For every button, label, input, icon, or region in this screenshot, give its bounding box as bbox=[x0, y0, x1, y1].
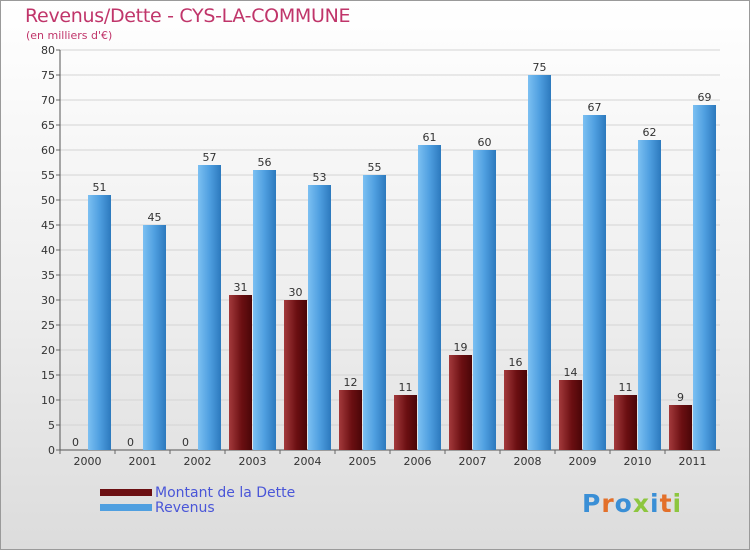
data-labels: 0 51 0 45 0 57 31 56 30 53 12 55 11 61 19 60 16 75 14 67 11 6… bbox=[72, 61, 712, 449]
x-tick-label: 2000 bbox=[74, 455, 102, 468]
x-tick-label: 2003 bbox=[239, 455, 267, 468]
x-tick-label: 2009 bbox=[569, 455, 597, 468]
x-tick-label: 2011 bbox=[679, 455, 707, 468]
y-tick-label: 20 bbox=[41, 344, 55, 357]
x-tick-label: 2007 bbox=[459, 455, 487, 468]
data-label-dette-2011: 9 bbox=[677, 391, 684, 404]
data-label-dette-2000: 0 bbox=[72, 436, 79, 449]
logo-letter: o bbox=[614, 489, 633, 518]
data-label-revenus-2003: 56 bbox=[258, 156, 272, 169]
data-label-dette-2004: 30 bbox=[289, 286, 303, 299]
bar-revenus-2010 bbox=[638, 140, 661, 450]
data-label-revenus-2006: 61 bbox=[423, 131, 437, 144]
x-tick-label: 2006 bbox=[404, 455, 432, 468]
y-tick-label: 55 bbox=[41, 169, 55, 182]
bar-revenus-2011 bbox=[693, 105, 716, 450]
y-tick-label: 40 bbox=[41, 244, 55, 257]
bar-dette-2011 bbox=[669, 405, 692, 450]
bar-dette-2009 bbox=[559, 380, 582, 450]
bar-dette-2006 bbox=[394, 395, 417, 450]
bars bbox=[88, 75, 716, 450]
y-tick-label: 70 bbox=[41, 94, 55, 107]
y-tick-label: 45 bbox=[41, 219, 55, 232]
x-tick-label: 2008 bbox=[514, 455, 542, 468]
data-label-dette-2002: 0 bbox=[182, 436, 189, 449]
y-tick-label: 75 bbox=[41, 69, 55, 82]
logo-letter: P bbox=[582, 489, 602, 518]
data-label-revenus-2005: 55 bbox=[368, 161, 382, 174]
logo-letter: x bbox=[632, 489, 650, 518]
legend-swatch-debt bbox=[100, 489, 152, 496]
y-tick-label: 35 bbox=[41, 269, 55, 282]
x-tick-label: 2002 bbox=[184, 455, 212, 468]
bar-revenus-2001 bbox=[143, 225, 166, 450]
logo-letter: i bbox=[672, 489, 683, 518]
data-label-revenus-2000: 51 bbox=[93, 181, 107, 194]
proxiti-logo: Proxiti bbox=[582, 489, 682, 518]
data-label-revenus-2002: 57 bbox=[203, 151, 217, 164]
grid-lines bbox=[60, 49, 720, 451]
y-tick-label: 80 bbox=[41, 44, 55, 57]
bar-dette-2010 bbox=[614, 395, 637, 450]
data-label-revenus-2007: 60 bbox=[478, 136, 492, 149]
data-label-dette-2006: 11 bbox=[399, 381, 413, 394]
logo-letter: i bbox=[650, 489, 660, 518]
y-tick-label: 65 bbox=[41, 119, 55, 132]
y-tick-label: 10 bbox=[41, 394, 55, 407]
y-tick-label: 15 bbox=[41, 369, 55, 382]
bar-dette-2007 bbox=[449, 355, 472, 450]
x-tick-label: 2010 bbox=[624, 455, 652, 468]
bar-revenus-2002 bbox=[198, 165, 221, 450]
legend-swatch-revenus bbox=[100, 504, 152, 511]
legend-label-debt: Montant de la Dette bbox=[155, 485, 296, 501]
y-tick-label: 5 bbox=[48, 419, 55, 432]
bar-revenus-2008 bbox=[528, 75, 551, 450]
bar-revenus-2000 bbox=[88, 195, 111, 450]
data-label-revenus-2011: 69 bbox=[698, 91, 712, 104]
y-tick-label: 25 bbox=[41, 319, 55, 332]
chart-subtitle: (en milliers d'€) bbox=[26, 29, 113, 42]
y-tick-label: 0 bbox=[48, 444, 55, 457]
chart-title: Revenus/Dette - CYS-LA-COMMUNE bbox=[25, 5, 351, 27]
bar-revenus-2004 bbox=[308, 185, 331, 450]
data-label-revenus-2010: 62 bbox=[643, 126, 657, 139]
y-tick-label: 50 bbox=[41, 194, 55, 207]
x-tick-label: 2004 bbox=[294, 455, 322, 468]
bar-revenus-2005 bbox=[363, 175, 386, 450]
data-label-dette-2001: 0 bbox=[127, 436, 134, 449]
data-label-dette-2010: 11 bbox=[619, 381, 633, 394]
bar-dette-2004 bbox=[284, 300, 307, 450]
y-tick-label: 30 bbox=[41, 294, 55, 307]
logo-letter: t bbox=[659, 489, 673, 518]
data-label-dette-2007: 19 bbox=[454, 341, 468, 354]
data-label-dette-2005: 12 bbox=[344, 376, 358, 389]
bar-dette-2003 bbox=[229, 295, 252, 450]
x-tick-label: 2001 bbox=[129, 455, 157, 468]
bar-revenus-2009 bbox=[583, 115, 606, 450]
bar-dette-2008 bbox=[504, 370, 527, 450]
data-label-revenus-2001: 45 bbox=[148, 211, 162, 224]
bar-revenus-2007 bbox=[473, 150, 496, 450]
y-tick-label: 60 bbox=[41, 144, 55, 157]
data-label-dette-2003: 31 bbox=[234, 281, 248, 294]
data-label-revenus-2009: 67 bbox=[588, 101, 602, 114]
data-label-revenus-2004: 53 bbox=[313, 171, 327, 184]
logo-letter: r bbox=[601, 489, 615, 518]
x-tick-label: 2005 bbox=[349, 455, 377, 468]
bar-revenus-2003 bbox=[253, 170, 276, 450]
bar-dette-2005 bbox=[339, 390, 362, 450]
data-label-dette-2009: 14 bbox=[564, 366, 578, 379]
legend-label-revenus: Revenus bbox=[155, 500, 215, 516]
bar-revenus-2006 bbox=[418, 145, 441, 450]
data-label-dette-2008: 16 bbox=[509, 356, 523, 369]
data-label-revenus-2008: 75 bbox=[533, 61, 547, 74]
